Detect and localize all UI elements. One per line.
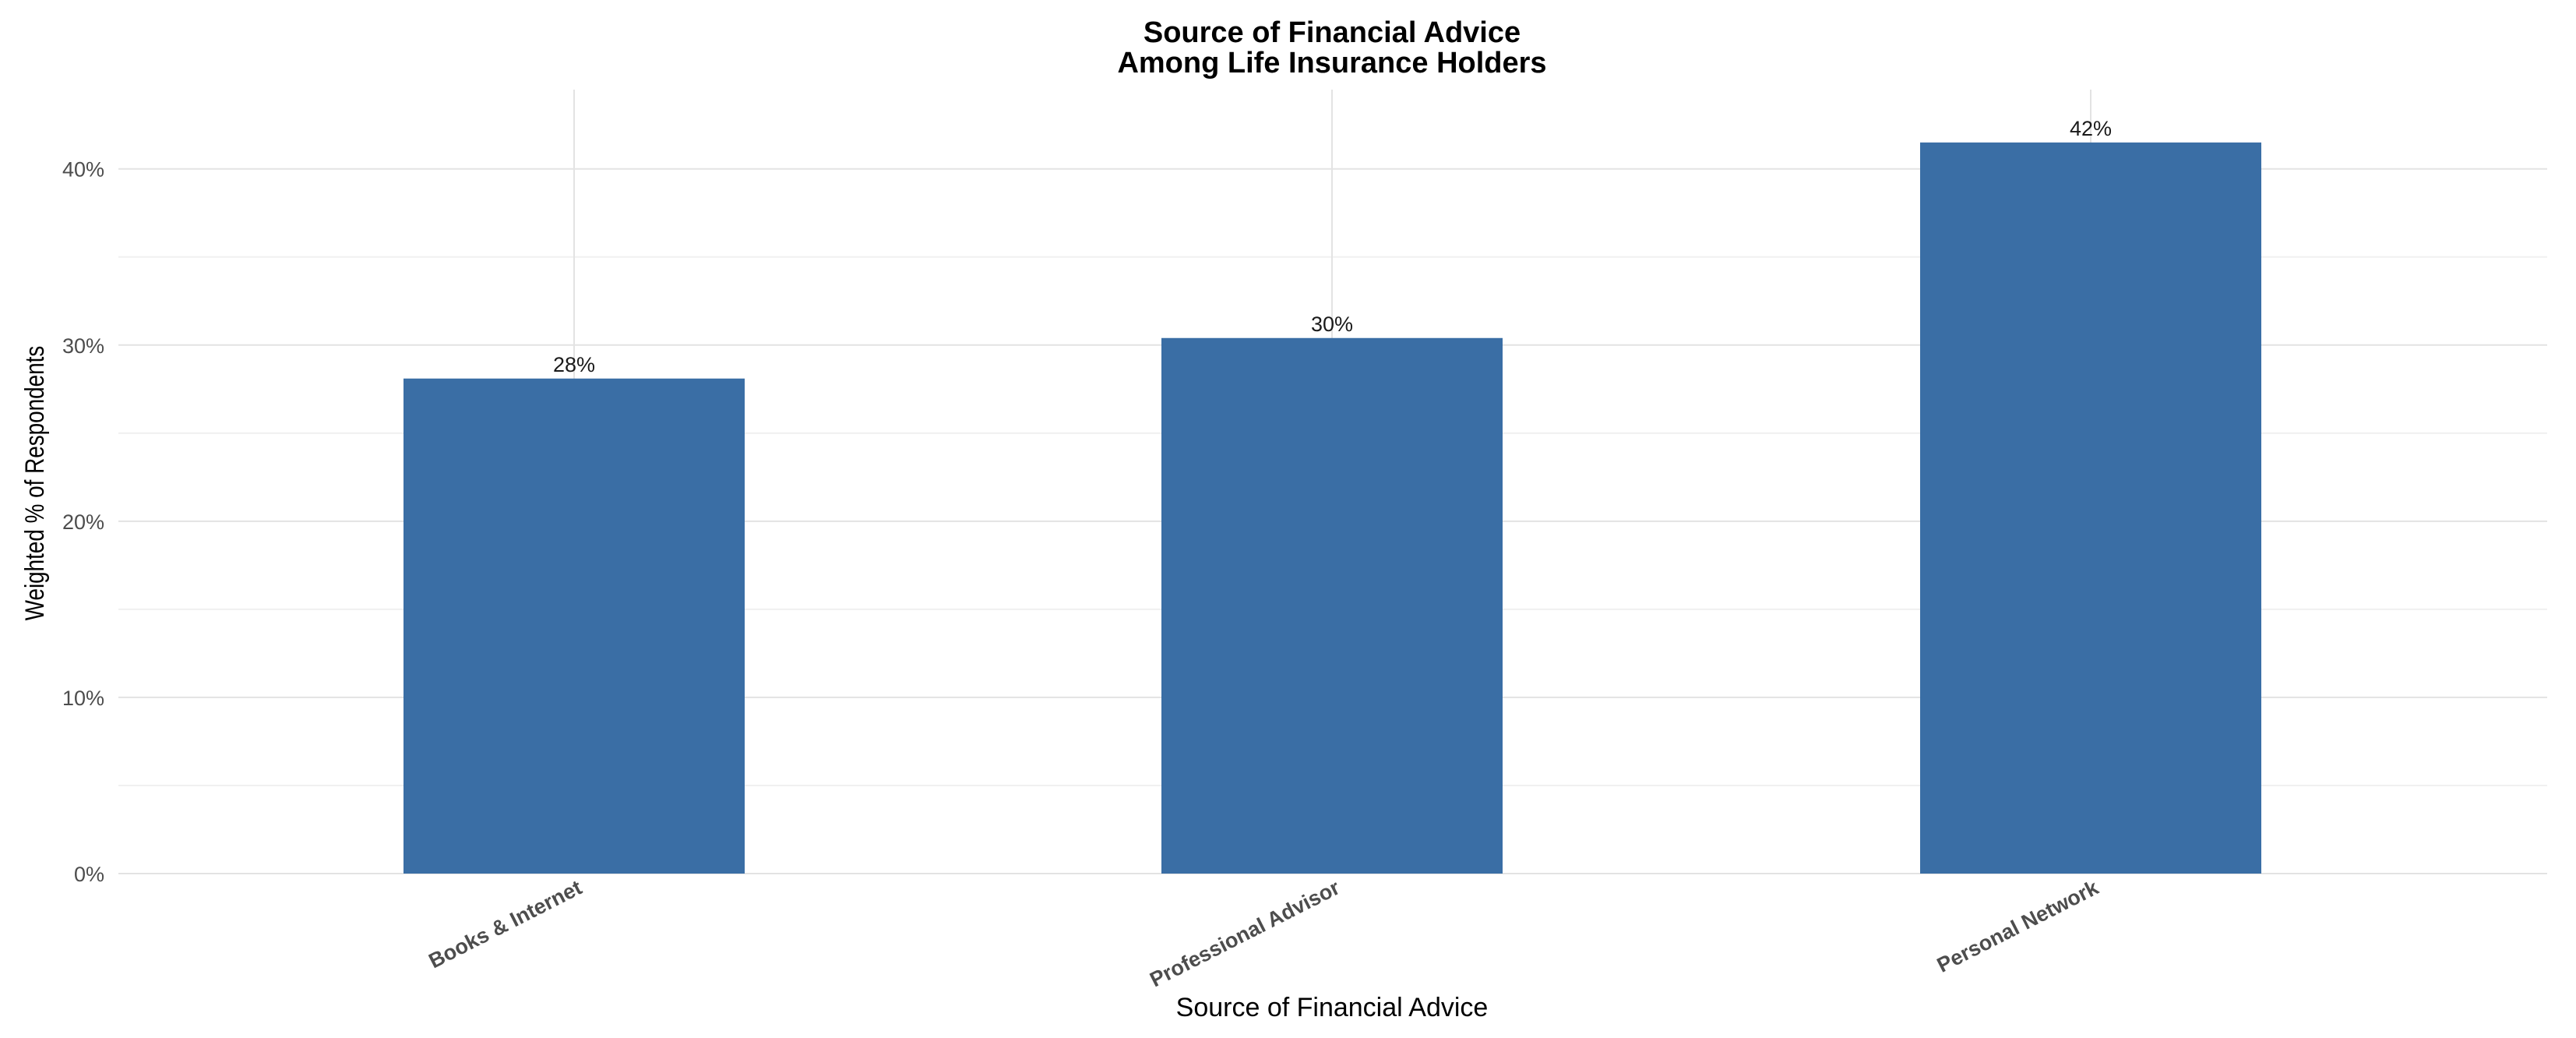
x-tick-label: Personal Network bbox=[1933, 875, 2103, 977]
x-tick-label: Professional Advisor bbox=[1146, 875, 1344, 991]
x-tick-label: Books & Internet bbox=[425, 876, 586, 973]
y-tick-label: 0% bbox=[74, 863, 104, 886]
x-axis-title: Source of Financial Advice bbox=[1176, 993, 1489, 1022]
y-tick-label: 30% bbox=[62, 334, 104, 358]
bar bbox=[403, 378, 745, 874]
y-tick-label: 40% bbox=[62, 158, 104, 182]
bar-value-label: 28% bbox=[553, 353, 595, 376]
data-labels: 28% 30% 42% bbox=[553, 117, 2112, 376]
y-axis-ticks: 0% 10% 20% 30% 40% bbox=[62, 158, 104, 886]
chart-title-line-1: Source of Financial Advice bbox=[1144, 16, 1521, 49]
y-tick-label: 10% bbox=[62, 687, 104, 710]
x-axis-ticks: Books & Internet Professional Advisor Pers… bbox=[425, 875, 2103, 991]
bar bbox=[1161, 337, 1503, 874]
bars bbox=[403, 142, 2261, 874]
y-tick-label: 20% bbox=[62, 510, 104, 534]
bar-value-label: 42% bbox=[2070, 117, 2112, 140]
bar-value-label: 30% bbox=[1311, 312, 1353, 336]
bar bbox=[1920, 142, 2261, 874]
chart-title-line-2: Among Life Insurance Holders bbox=[1117, 47, 1546, 79]
y-axis-title: Weighted % of Respondents bbox=[19, 346, 49, 621]
